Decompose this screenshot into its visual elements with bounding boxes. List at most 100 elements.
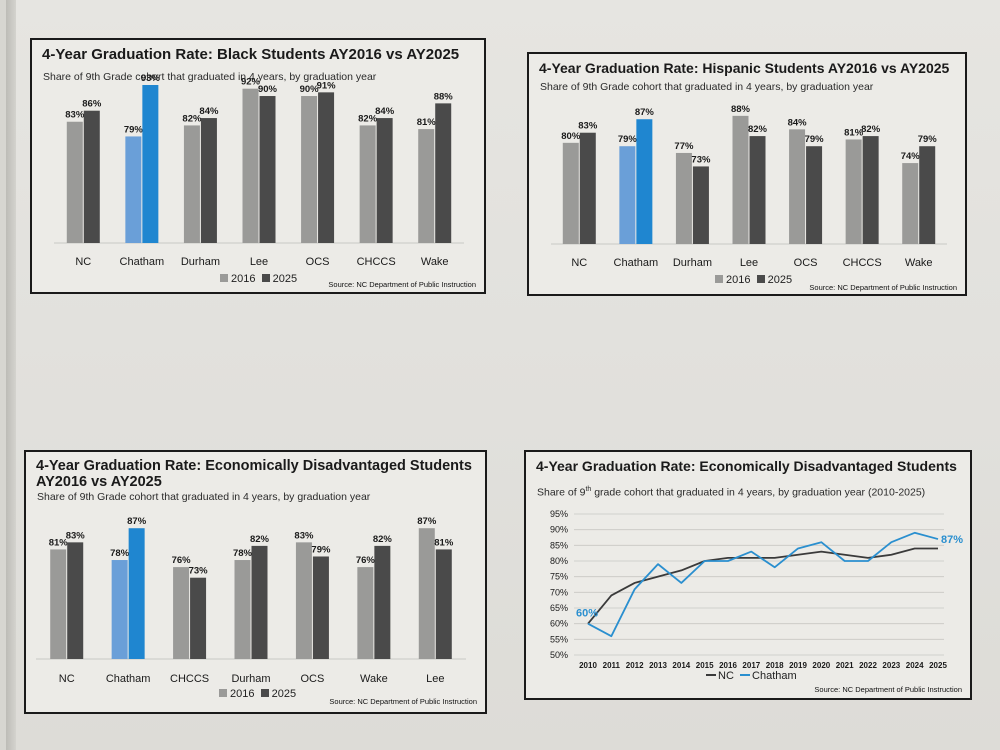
- data-label-durham-2016: 78%: [233, 548, 253, 559]
- bar-lee-2016: [418, 528, 435, 659]
- y-tick-label: 75%: [550, 572, 568, 582]
- legend-label-2016: 2016: [231, 273, 256, 285]
- y-tick-label: 70%: [550, 587, 568, 597]
- category-label-ocs: OCS: [794, 257, 818, 269]
- category-label-chatham: Chatham: [614, 257, 659, 269]
- data-label-chccs-2025: 82%: [861, 124, 881, 135]
- data-label-ocs-2016: 90%: [300, 84, 320, 95]
- bar-lee-2025: [435, 549, 452, 659]
- data-label-ocs-2016: 84%: [788, 117, 808, 128]
- legend-label-2016: 2016: [726, 274, 751, 286]
- category-label-chatham: Chatham: [106, 673, 151, 685]
- bar-wake-2025: [374, 545, 391, 659]
- bar-chccs-2016: [359, 125, 376, 243]
- series-line-chatham: [587, 531, 939, 638]
- data-label-chccs-2016: 76%: [172, 555, 192, 566]
- data-label-nc-2016: 81%: [49, 537, 69, 548]
- x-tick-label: 2015: [696, 661, 714, 670]
- x-tick-label: 2022: [859, 661, 877, 670]
- bar-ocs-2016: [301, 96, 318, 243]
- x-tick-label: 2025: [929, 661, 947, 670]
- bar-lee-2025: [749, 136, 766, 244]
- black-students-chart-panel: 4-Year Graduation Rate: Black Students A…: [30, 38, 486, 294]
- bar-durham-2016: [675, 152, 692, 244]
- legend-swatch-2016: [219, 689, 227, 697]
- data-label-nc-2025: 83%: [578, 121, 598, 132]
- data-label-ocs-2025: 79%: [805, 134, 825, 145]
- data-label-nc-2016: 80%: [561, 131, 581, 142]
- series-line-nc: [587, 547, 938, 625]
- chart-legend: 2016 2025: [220, 273, 297, 285]
- data-label-durham-2016: 82%: [182, 113, 202, 124]
- data-label-ocs-2016: 83%: [294, 530, 314, 541]
- bar-chccs-2016: [173, 567, 190, 659]
- bar-ocs-2016: [295, 542, 312, 659]
- x-tick-label: 2019: [789, 661, 807, 670]
- category-label-durham: Durham: [231, 673, 270, 685]
- y-tick-label: 80%: [550, 556, 568, 566]
- bar-chccs-2025: [376, 118, 393, 243]
- subtitle-sup: th: [585, 486, 592, 493]
- category-label-chccs: CHCCS: [357, 256, 396, 268]
- legend-line-chatham: [740, 674, 751, 676]
- chart-legend: 2016 2025: [715, 274, 792, 286]
- legend-label-2016: 2016: [230, 688, 255, 700]
- x-tick-label: 2014: [672, 661, 690, 670]
- data-label-chatham-2016: 79%: [618, 134, 638, 145]
- chart-source: Source: NC Department of Public Instruct…: [328, 280, 476, 289]
- bar-nc-2025: [83, 110, 100, 243]
- bar-nc-2025: [579, 132, 596, 244]
- data-label-chatham-2025: 93%: [141, 73, 161, 84]
- legend-label-2025: 2025: [271, 688, 297, 700]
- bar-chccs-2025: [862, 136, 879, 244]
- bar-durham-2016: [234, 560, 251, 659]
- data-label-chccs-2016: 82%: [358, 113, 378, 124]
- bar-chatham-2025: [128, 528, 145, 659]
- data-label-chccs-2016: 81%: [844, 127, 864, 138]
- chart-subtitle: Share of 9th Grade cohort that graduated…: [37, 491, 371, 503]
- legend-swatch-2025: [756, 275, 765, 283]
- category-label-durham: Durham: [673, 257, 712, 269]
- data-label-lee-2016: 87%: [417, 516, 437, 527]
- bar-lee-2025: [259, 96, 276, 243]
- data-label-lee-2025: 90%: [258, 84, 278, 95]
- category-label-lee: Lee: [740, 257, 758, 269]
- x-tick-label: 2021: [836, 661, 854, 670]
- x-tick-label: 2017: [742, 661, 760, 670]
- bar-wake-2016: [357, 567, 374, 659]
- x-tick-label: 2011: [603, 661, 621, 670]
- data-label-wake-2025: 79%: [918, 134, 938, 145]
- chart-legend: NC Chatham: [706, 670, 797, 682]
- chart-subtitle: Share of 9th Grade cohort that graduated…: [43, 71, 377, 83]
- chart-title: 4-Year Graduation Rate: Hispanic Student…: [539, 60, 950, 76]
- legend-swatch-2025: [261, 274, 270, 282]
- data-label-ocs-2025: 91%: [317, 80, 337, 91]
- legend-label-2025: 2025: [272, 273, 298, 285]
- annotation-end-value: 87%: [941, 534, 963, 546]
- data-label-lee-2016: 92%: [241, 77, 261, 88]
- x-tick-label: 2020: [812, 661, 830, 670]
- category-label-chccs: CHCCS: [170, 673, 209, 685]
- chart-title: 4-Year Graduation Rate: Economically Dis…: [36, 458, 472, 490]
- bar-nc-2016: [66, 121, 83, 243]
- category-label-ocs: OCS: [306, 256, 330, 268]
- bar-durham-2016: [183, 125, 200, 243]
- y-tick-label: 85%: [550, 540, 568, 550]
- legend-swatch-2025: [260, 689, 269, 697]
- econ-disadvantaged-line-chart: 95% 90% 85% 80% 75% 70% 65% 60% 55% 50% 2010 2011 20…: [550, 509, 963, 670]
- bar-wake-2016: [902, 163, 919, 244]
- y-tick-label: 90%: [550, 525, 568, 535]
- legend-label-chatham: Chatham: [752, 670, 797, 682]
- bar-nc-2016: [50, 549, 67, 659]
- y-tick-label: 95%: [550, 509, 568, 519]
- x-tick-label: 2012: [626, 661, 644, 670]
- legend-swatch-2016: [220, 274, 228, 282]
- data-label-durham-2025: 73%: [691, 154, 711, 165]
- data-label-chatham-2016: 79%: [124, 124, 144, 135]
- chart-subtitle: Share of 9th Grade cohort that graduated…: [540, 81, 874, 93]
- chart-subtitle: Share of 9th grade cohort that graduated…: [537, 486, 962, 499]
- y-tick-label: 65%: [550, 603, 568, 613]
- legend-swatch-2016: [715, 275, 723, 283]
- data-label-wake-2025: 88%: [434, 91, 454, 102]
- data-label-nc-2025: 83%: [66, 530, 86, 541]
